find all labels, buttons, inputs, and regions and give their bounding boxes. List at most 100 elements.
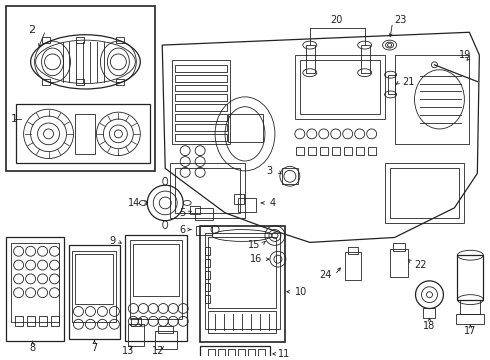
Bar xyxy=(228,114,263,142)
Bar xyxy=(75,114,96,154)
Text: 7: 7 xyxy=(91,343,98,353)
Bar xyxy=(196,226,212,234)
Bar xyxy=(456,314,484,324)
Bar xyxy=(205,271,210,279)
Bar xyxy=(175,104,227,111)
Bar xyxy=(42,37,49,43)
Bar xyxy=(172,60,230,144)
Bar xyxy=(332,147,340,154)
Bar xyxy=(461,300,480,314)
Bar xyxy=(390,168,460,218)
Text: 13: 13 xyxy=(122,346,134,356)
Bar xyxy=(116,78,124,85)
Bar xyxy=(368,147,376,154)
Bar xyxy=(26,316,35,326)
Bar xyxy=(457,255,483,300)
Bar xyxy=(190,206,200,214)
Bar xyxy=(170,163,245,218)
Bar xyxy=(205,247,210,255)
Text: 19: 19 xyxy=(459,50,471,60)
Text: 18: 18 xyxy=(423,321,436,331)
Bar xyxy=(345,252,361,280)
Bar xyxy=(295,55,385,119)
Bar xyxy=(361,45,369,73)
Text: 21: 21 xyxy=(403,77,415,87)
Bar xyxy=(42,78,49,85)
Bar xyxy=(208,238,276,309)
Bar xyxy=(320,147,328,154)
Bar xyxy=(208,349,215,360)
Text: 24: 24 xyxy=(319,270,332,280)
Text: 14: 14 xyxy=(128,198,140,208)
Text: 20: 20 xyxy=(331,15,343,26)
Bar xyxy=(348,247,358,254)
Bar xyxy=(208,311,276,333)
Bar xyxy=(356,147,364,154)
Bar xyxy=(390,249,408,277)
Bar xyxy=(39,316,47,326)
Text: 17: 17 xyxy=(464,326,477,336)
Text: 3: 3 xyxy=(267,166,273,176)
Bar xyxy=(258,349,265,360)
Bar xyxy=(175,114,227,121)
Bar xyxy=(308,147,316,154)
Bar xyxy=(155,331,177,349)
Bar xyxy=(128,324,144,346)
Text: 23: 23 xyxy=(394,15,407,26)
Text: 6: 6 xyxy=(179,225,185,235)
Bar xyxy=(6,6,155,171)
Bar xyxy=(175,168,240,213)
Bar xyxy=(343,147,352,154)
Bar xyxy=(130,240,182,319)
Text: 2: 2 xyxy=(28,25,36,35)
Text: 10: 10 xyxy=(295,287,307,297)
Bar xyxy=(175,134,227,141)
Bar xyxy=(175,94,227,101)
Bar xyxy=(158,326,173,333)
Bar xyxy=(116,37,124,43)
Bar xyxy=(205,283,210,291)
Text: 15: 15 xyxy=(247,240,260,250)
Bar xyxy=(296,147,304,154)
Bar xyxy=(69,246,121,339)
Bar xyxy=(15,316,23,326)
Bar xyxy=(11,243,58,322)
Bar xyxy=(76,78,84,85)
Bar xyxy=(195,208,213,220)
Bar xyxy=(6,238,64,341)
Bar xyxy=(228,349,235,360)
Bar xyxy=(16,104,150,163)
Bar xyxy=(248,349,255,360)
Bar xyxy=(131,318,141,326)
Text: 1: 1 xyxy=(11,114,18,124)
Text: 9: 9 xyxy=(109,237,115,246)
Bar xyxy=(238,349,245,360)
Bar xyxy=(125,234,187,341)
Bar xyxy=(175,124,227,131)
Bar xyxy=(388,75,394,94)
Text: 11: 11 xyxy=(278,349,290,359)
Bar xyxy=(200,226,285,342)
Bar xyxy=(73,251,116,322)
Text: 16: 16 xyxy=(250,254,262,264)
Bar xyxy=(175,65,227,72)
Bar xyxy=(394,55,469,144)
Bar xyxy=(75,254,113,303)
Bar xyxy=(385,163,465,223)
Bar xyxy=(175,85,227,91)
Bar xyxy=(133,244,179,296)
Bar xyxy=(205,295,210,302)
Bar xyxy=(234,194,244,204)
Text: 22: 22 xyxy=(415,260,427,270)
Bar xyxy=(200,346,270,360)
Text: 12: 12 xyxy=(152,346,165,356)
Bar xyxy=(238,198,256,212)
Bar xyxy=(175,75,227,82)
Text: 4: 4 xyxy=(270,198,276,208)
Bar xyxy=(282,168,298,184)
Text: 5: 5 xyxy=(179,208,185,218)
Bar xyxy=(76,37,84,43)
Bar xyxy=(50,316,58,326)
Bar xyxy=(205,233,280,329)
Bar xyxy=(300,60,380,114)
